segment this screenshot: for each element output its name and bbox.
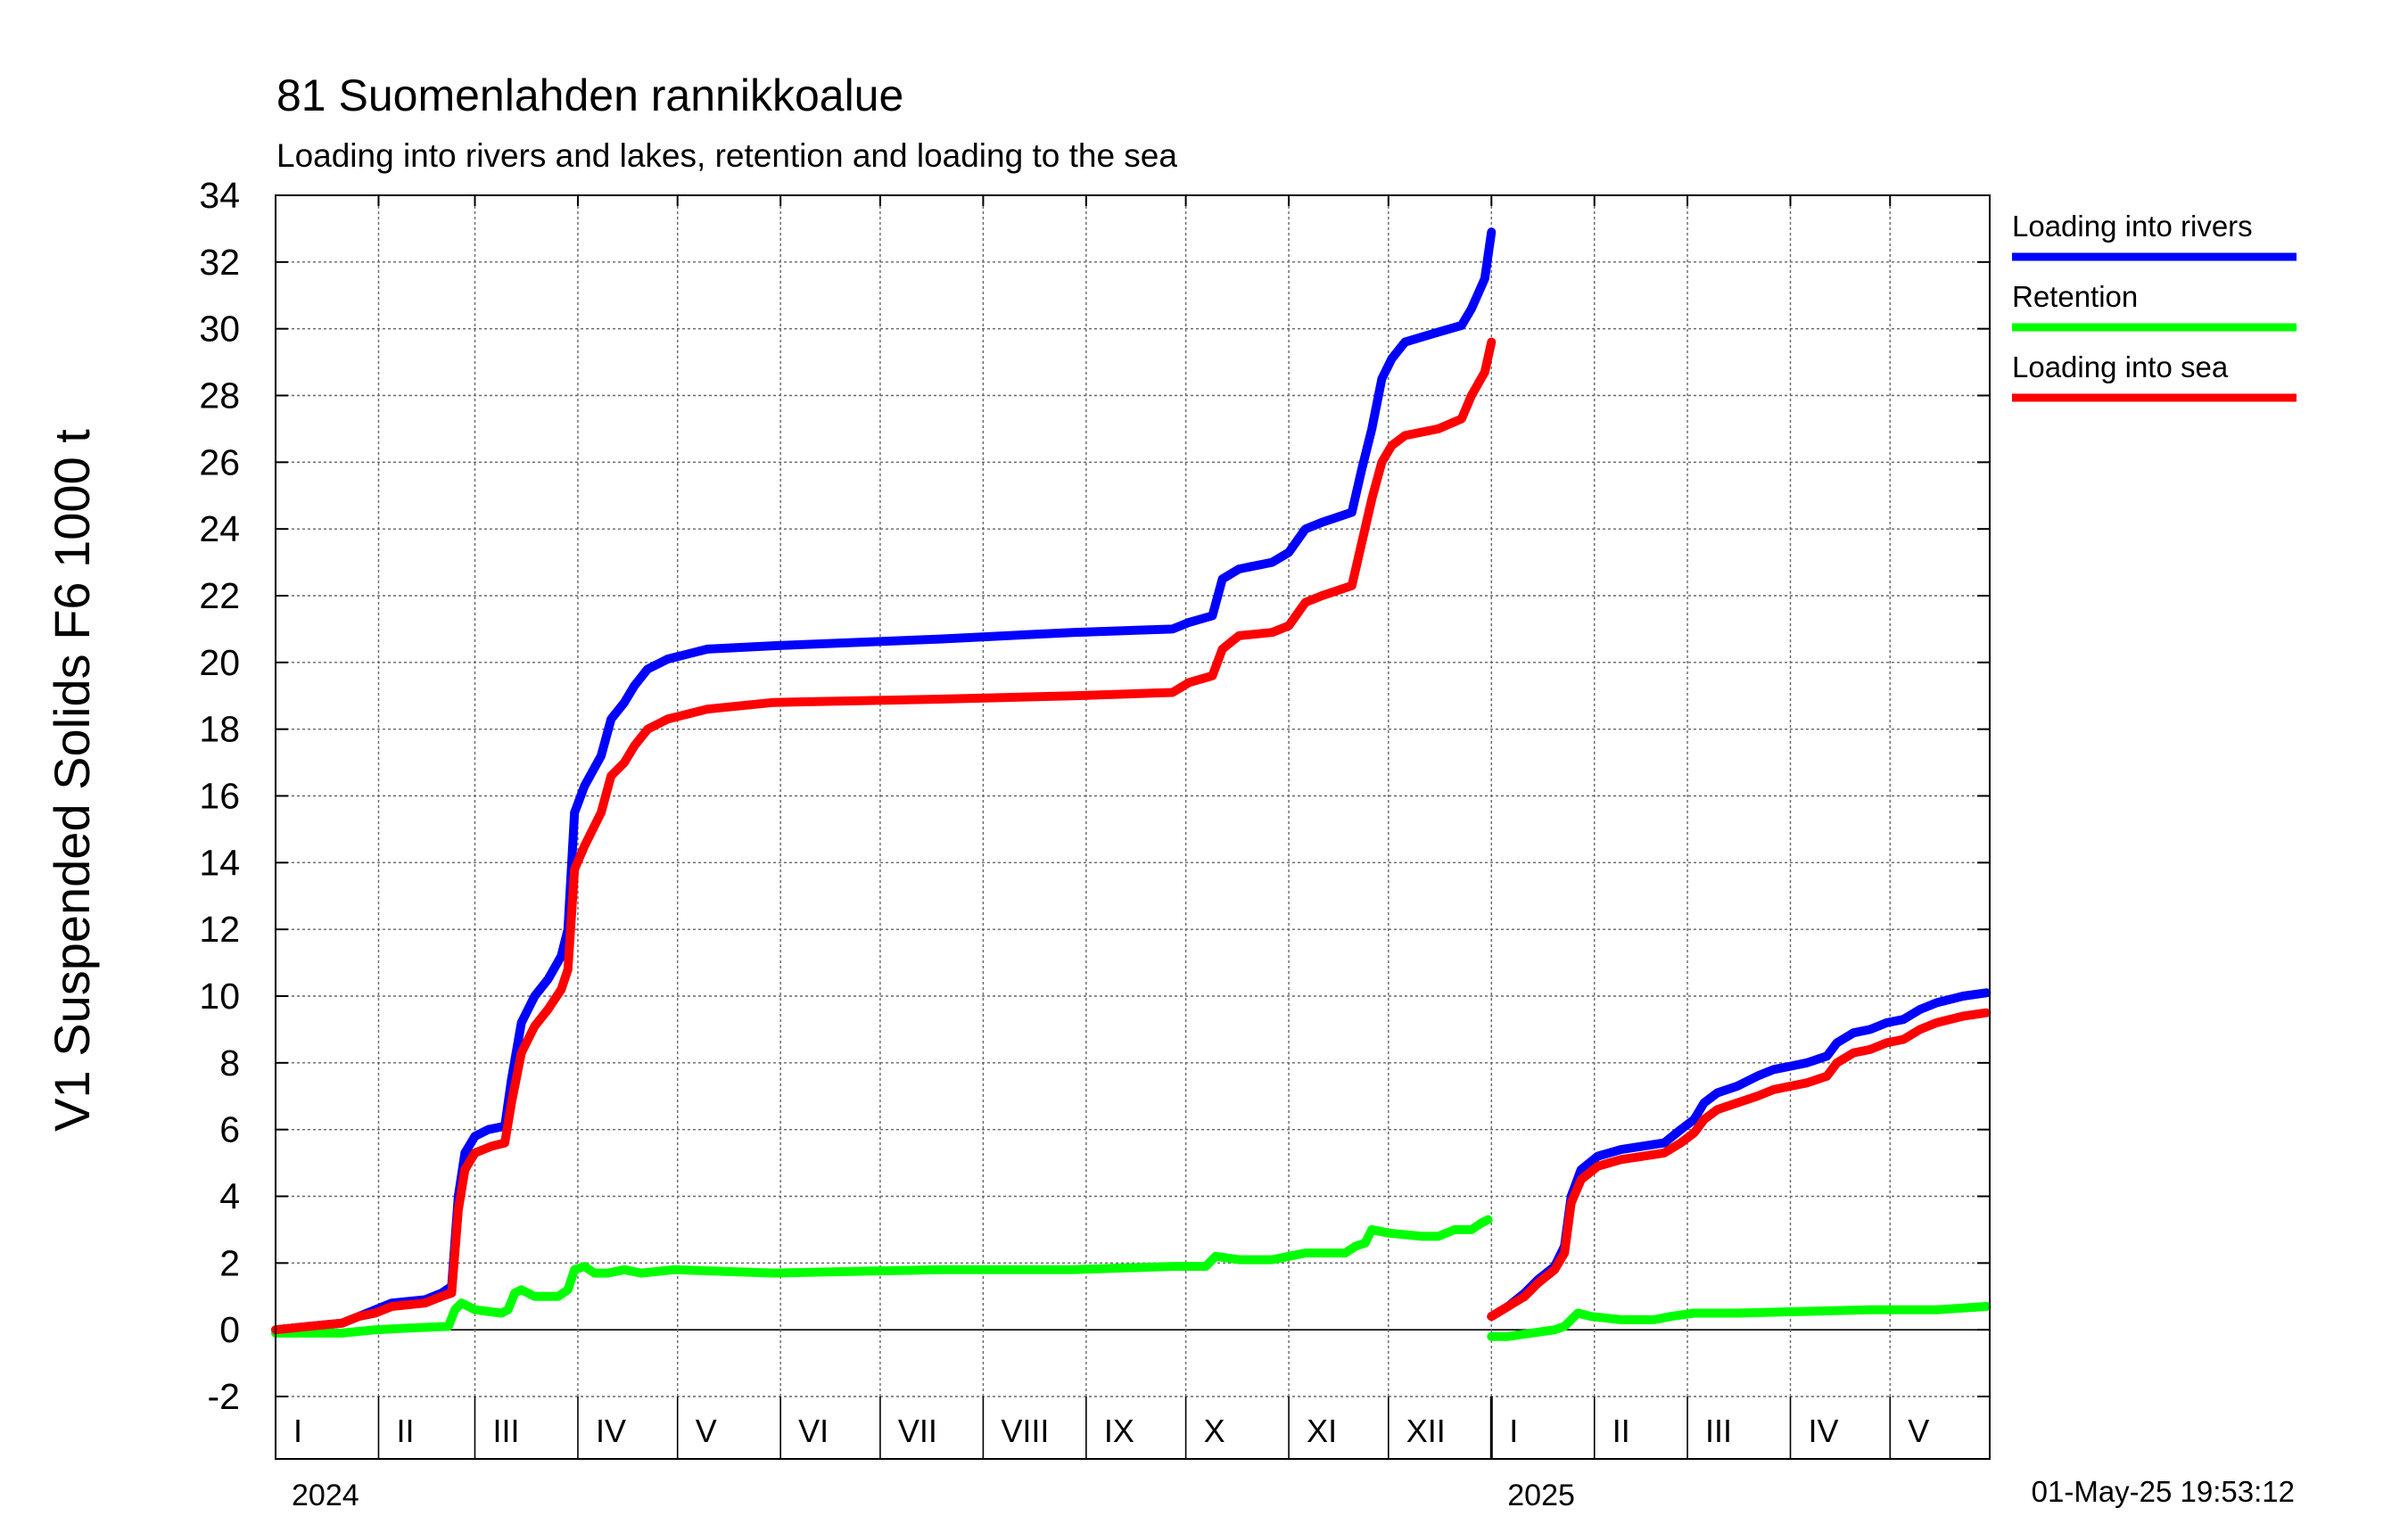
month-label: IV [596,1413,626,1449]
month-label: II [1612,1413,1630,1449]
series-line [1487,988,1992,1322]
month-label: III [492,1413,519,1449]
month-label: IV [1809,1413,1839,1449]
month-label: XII [1406,1413,1446,1449]
plot-frame [275,194,1991,1460]
y-tick-label: 6 [219,1109,240,1150]
y-tick-label: 0 [219,1309,240,1350]
series-line [1487,1302,1992,1341]
month-label: I [293,1413,302,1449]
y-tick-label: 24 [199,508,240,549]
y-tick-label: 20 [199,642,240,683]
series-loading-into-sea [271,337,1992,1335]
y-axis-label: V1 Suspended Solids F6 1000 t [44,429,100,1132]
grid [276,195,1990,1397]
y-tick-label: 30 [199,309,240,350]
y-tick-label: 2 [219,1242,240,1283]
month-label: V [1908,1413,1929,1449]
month-label: VIII [1001,1413,1049,1449]
y-tick-label: 22 [199,575,240,616]
series-lines [271,227,1992,1341]
legend-label: Loading into rivers [2012,210,2253,243]
chart-title: 81 Suomenlahden rannikkoalue [276,70,903,120]
month-label: VI [798,1413,829,1449]
month-label: VII [898,1413,937,1449]
legend-label: Loading into sea [2012,350,2229,383]
y-tick-label: 14 [199,842,240,883]
legend: Loading into rivers Retention Loading into… [2012,210,2297,402]
legend-label: Retention [2012,280,2138,313]
series-line [271,1215,1493,1338]
y-tick-label: 4 [219,1176,240,1217]
month-label: IX [1104,1413,1134,1449]
month-label: I [1509,1413,1518,1449]
timestamp: 01-May-25 19:53:12 [2032,1475,2295,1508]
y-tick-label: 18 [199,709,240,750]
series-retention [271,1215,1992,1341]
y-tick-label: 32 [199,242,240,283]
series-line [1487,1008,1992,1322]
series-loading-into-rivers [271,227,1992,1335]
y-tick-label: 8 [219,1042,240,1083]
y-tick-label: 16 [199,776,240,817]
year-label: 2024 [292,1479,359,1512]
y-tick-label: 10 [199,976,240,1017]
y-tick-label: 12 [199,909,240,950]
y-tick-label: 26 [199,441,240,482]
chart-subtitle: Loading into rivers and lakes, retention… [276,137,1177,174]
y-tick-label: 34 [199,175,240,216]
month-label: V [696,1413,717,1449]
y-tick-label: 28 [199,375,240,416]
series-line [271,337,1497,1335]
series-line [271,227,1497,1335]
y-tick-label: -2 [208,1376,240,1417]
month-label: III [1705,1413,1732,1449]
month-label: II [396,1413,414,1449]
month-label: X [1204,1413,1225,1449]
year-label: 2025 [1507,1479,1575,1512]
month-label: XI [1307,1413,1337,1449]
